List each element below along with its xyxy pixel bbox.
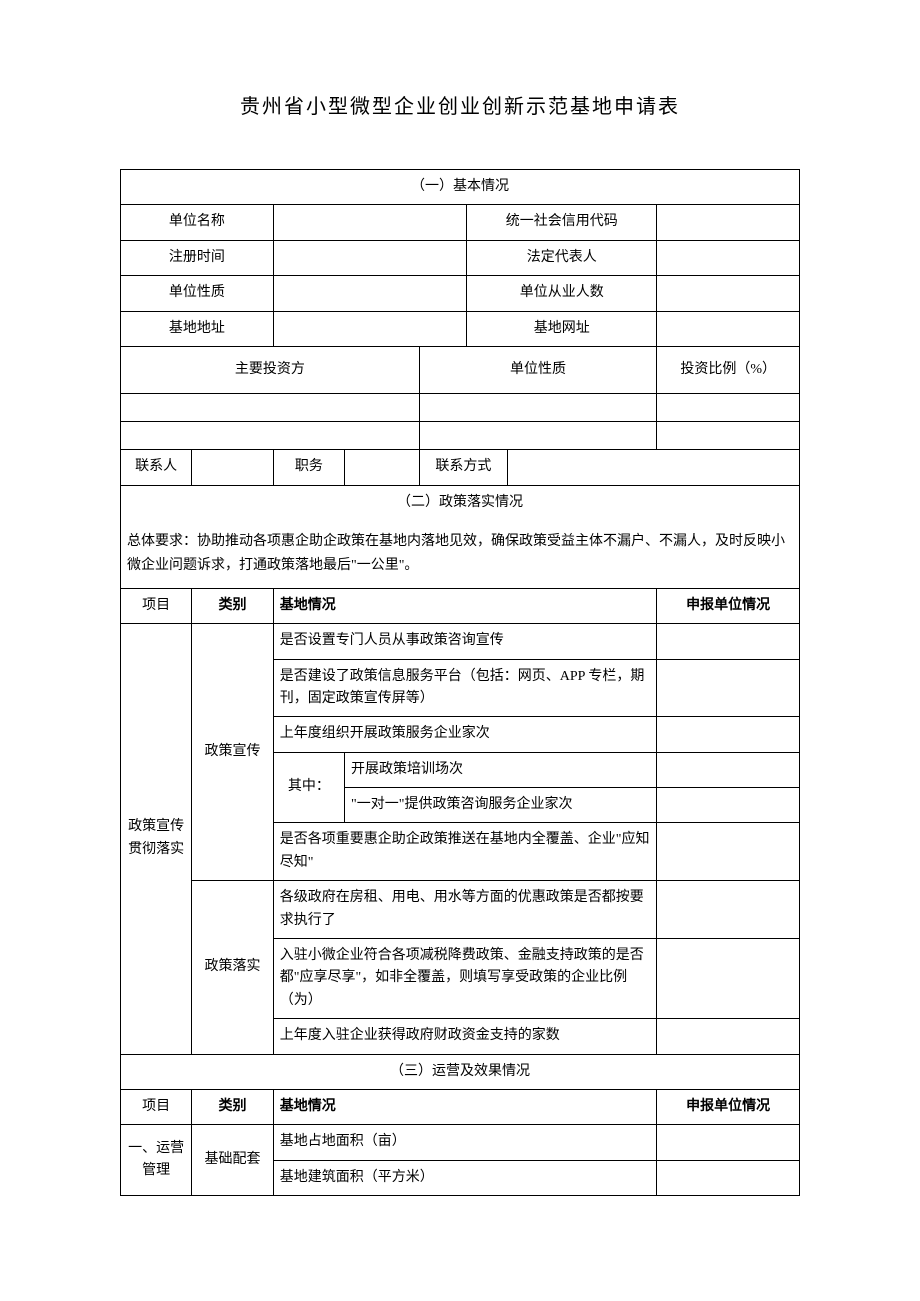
- label-unit-nature: 单位性质: [121, 276, 274, 311]
- s2-cat2: 政策落实: [192, 881, 273, 1054]
- label-reg-time: 注册时间: [121, 240, 274, 275]
- s2-item1: 是否设置专门人员从事政策咨询宣传: [273, 624, 657, 659]
- investor-row2-c: [657, 422, 800, 450]
- s2-cat1: 政策宣传: [192, 624, 273, 881]
- s2-item5: 各级政府在房租、用电、用水等方面的优惠政策是否都按要求执行了: [273, 881, 657, 939]
- investor-row1-c: [657, 394, 800, 422]
- s2-item4: 是否各项重要惠企助企政策推送在基地内全覆盖、企业"应知尽知": [273, 823, 657, 881]
- label-base-url: 基地网址: [467, 311, 657, 346]
- s2-item3-sublabel: 其中：: [273, 752, 344, 823]
- s3-col-report: 申报单位情况: [657, 1089, 800, 1124]
- s2-item7-val: [657, 1019, 800, 1054]
- section1-header: （一）基本情况: [121, 170, 800, 205]
- s2-item3a2: "一对一"提供政策咨询服务企业家次: [345, 788, 657, 823]
- s2-item3-val: [657, 717, 800, 752]
- s2-item4-val: [657, 823, 800, 881]
- value-contact-info: [507, 450, 799, 485]
- s3-cat1: 基础配套: [192, 1125, 273, 1196]
- s2-item3a2-val: [657, 788, 800, 823]
- value-position: [345, 450, 420, 485]
- label-credit-code: 统一社会信用代码: [467, 205, 657, 240]
- label-employees: 单位从业人数: [467, 276, 657, 311]
- label-contact-info: 联系方式: [419, 450, 507, 485]
- value-contact: [192, 450, 273, 485]
- s3-item2: 基地建筑面积（平方米）: [273, 1160, 657, 1195]
- investor-row1-b: [419, 394, 657, 422]
- s2-item1-val: [657, 624, 800, 659]
- value-credit-code: [657, 205, 800, 240]
- value-base-addr: [273, 311, 466, 346]
- s2-col-category: 类别: [192, 588, 273, 623]
- s2-item3: 上年度组织开展政策服务企业家次: [273, 717, 657, 752]
- s3-project1: 一、运营管理: [121, 1125, 192, 1196]
- investor-row2-a: [121, 422, 420, 450]
- s3-col-situation: 基地情况: [273, 1089, 657, 1124]
- label-position: 职务: [273, 450, 344, 485]
- value-unit-nature: [273, 276, 466, 311]
- label-legal-rep: 法定代表人: [467, 240, 657, 275]
- label-unit-name: 单位名称: [121, 205, 274, 240]
- investor-row1-a: [121, 394, 420, 422]
- value-reg-time: [273, 240, 466, 275]
- label-invest-ratio: 投资比例（%）: [657, 346, 800, 393]
- s3-item1: 基地占地面积（亩）: [273, 1125, 657, 1160]
- s3-item2-val: [657, 1160, 800, 1195]
- value-unit-name: [273, 205, 466, 240]
- s3-col-category: 类别: [192, 1089, 273, 1124]
- s2-item6-val: [657, 939, 800, 1019]
- s3-item1-val: [657, 1125, 800, 1160]
- s2-col-report: 申报单位情况: [657, 588, 800, 623]
- label-contact: 联系人: [121, 450, 192, 485]
- section2-header: （二）政策落实情况: [121, 485, 800, 520]
- s2-item2-val: [657, 659, 800, 717]
- s2-item6: 入驻小微企业符合各项减税降费政策、金融支持政策的是否都"应享尽享"，如非全覆盖，…: [273, 939, 657, 1019]
- s2-item2: 是否建设了政策信息服务平台（包括：网页、APP 专栏，期刊，固定政策宣传屏等）: [273, 659, 657, 717]
- s2-item3a1: 开展政策培训场次: [345, 752, 657, 787]
- s2-item7: 上年度入驻企业获得政府财政资金支持的家数: [273, 1019, 657, 1054]
- label-base-addr: 基地地址: [121, 311, 274, 346]
- value-legal-rep: [657, 240, 800, 275]
- investor-row2-b: [419, 422, 657, 450]
- value-base-url: [657, 311, 800, 346]
- page-title: 贵州省小型微型企业创业创新示范基地申请表: [120, 90, 800, 119]
- label-main-investor: 主要投资方: [121, 346, 420, 393]
- value-employees: [657, 276, 800, 311]
- s2-project1: 政策宣传贯彻落实: [121, 624, 192, 1054]
- s3-col-project: 项目: [121, 1089, 192, 1124]
- s2-col-situation: 基地情况: [273, 588, 657, 623]
- s2-col-project: 项目: [121, 588, 192, 623]
- s2-item5-val: [657, 881, 800, 939]
- label-nature2: 单位性质: [419, 346, 657, 393]
- s2-item3a1-val: [657, 752, 800, 787]
- application-form-table: （一）基本情况 单位名称 统一社会信用代码 注册时间 法定代表人 单位性质 单位…: [120, 169, 800, 1196]
- section2-requirement: 总体要求：协助推动各项惠企助企政策在基地内落地见效，确保政策受益主体不漏户、不漏…: [121, 520, 800, 588]
- section3-header: （三）运营及效果情况: [121, 1054, 800, 1089]
